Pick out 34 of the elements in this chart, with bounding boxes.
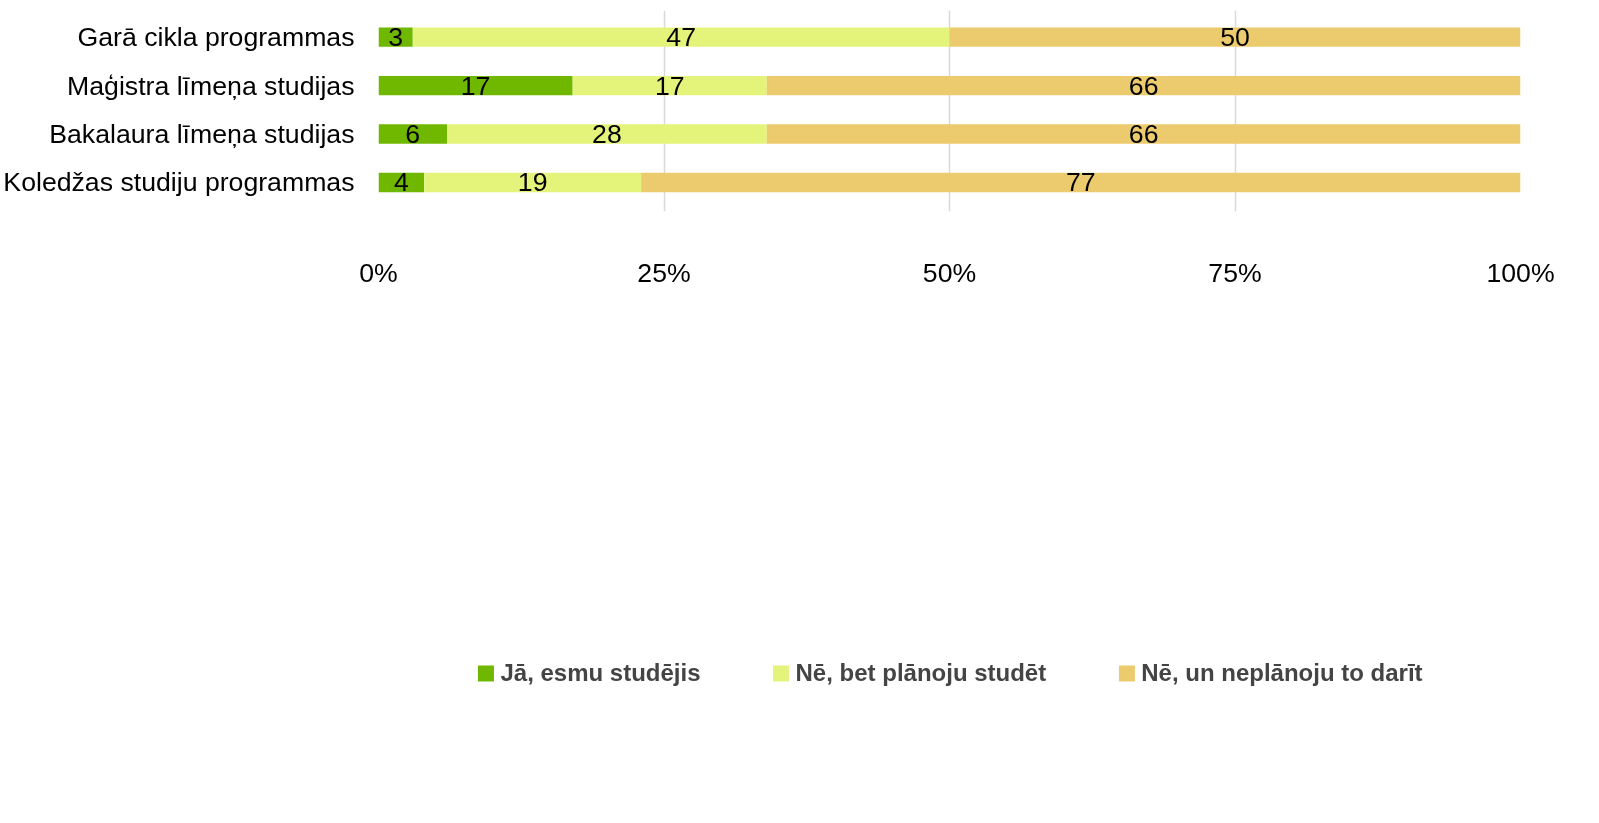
- x-tick-label: 25%: [637, 257, 691, 288]
- data-label: 50: [1220, 22, 1250, 53]
- legend-label: Jā, esmu studējis: [500, 659, 701, 687]
- data-label: 19: [517, 167, 548, 198]
- data-label: 66: [1128, 119, 1159, 150]
- bar: [424, 172, 642, 193]
- bar: [378, 124, 448, 144]
- bar: [572, 75, 767, 96]
- y-tick-label: Garā cikla programmas: [77, 22, 355, 53]
- y-tick-label: Koledžas studiju programmas: [3, 167, 355, 198]
- bar: [949, 27, 1521, 47]
- x-tick-label: 75%: [1208, 257, 1262, 288]
- bar: [447, 124, 767, 144]
- x-tick-label: 0%: [359, 257, 398, 288]
- data-label: 17: [654, 70, 685, 101]
- y-tick-label: Bakalaura līmeņa studijas: [49, 119, 355, 150]
- bar: [378, 75, 573, 96]
- data-label: 4: [393, 167, 409, 198]
- bar: [766, 75, 1521, 96]
- legend-label: Nē, bet plānoju studēt: [795, 659, 1047, 687]
- bar: [766, 124, 1521, 144]
- data-label: 17: [460, 70, 491, 101]
- x-tick-label: 100%: [1486, 257, 1555, 288]
- legend-label: Nē, un neplānoju to darīt: [1141, 659, 1423, 687]
- data-label: 6: [405, 119, 421, 150]
- data-label: 77: [1066, 167, 1096, 198]
- data-label: 3: [388, 22, 404, 53]
- bar: [641, 172, 1521, 193]
- bar: [412, 27, 950, 47]
- data-label: 28: [592, 119, 622, 150]
- x-tick-label: 50%: [922, 257, 977, 288]
- y-tick-label: Maģistra līmeņa studijas: [67, 70, 355, 101]
- data-label: 66: [1128, 70, 1159, 101]
- data-label: 47: [666, 22, 696, 53]
